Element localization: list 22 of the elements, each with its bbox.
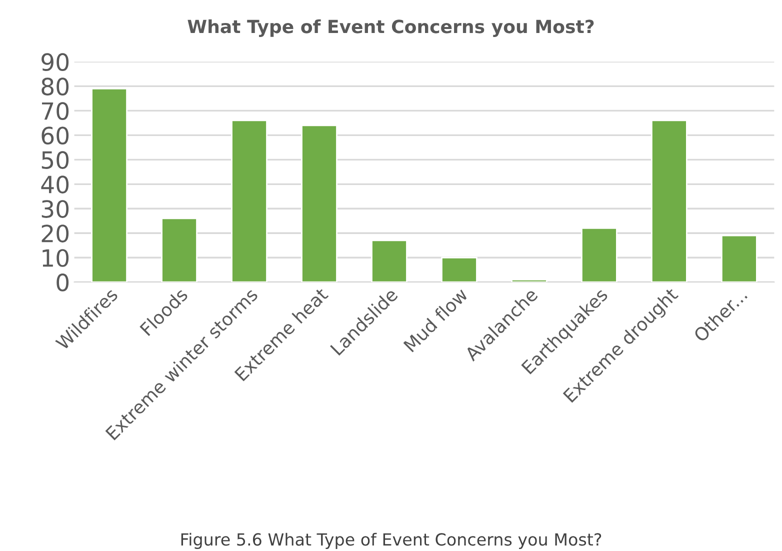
bar	[161, 218, 198, 282]
y-tick-label: 0	[56, 274, 69, 292]
chart-title: What Type of Event Concerns you Most?	[188, 19, 594, 37]
y-tick-label: 10	[42, 249, 69, 267]
bar	[301, 124, 338, 282]
bar	[511, 278, 548, 282]
bar	[231, 120, 268, 282]
y-tick-label: 60	[42, 126, 69, 144]
y-tick-label: 30	[42, 200, 69, 218]
y-tick-label: 80	[42, 78, 69, 96]
y-tick-label: 50	[42, 151, 69, 169]
y-tick-label: 70	[42, 102, 69, 120]
y-tick-label: 90	[42, 53, 69, 72]
y-tick-label: 40	[41, 176, 69, 194]
bar	[720, 234, 758, 282]
bar	[371, 240, 408, 282]
y-tick-label: 20	[42, 224, 69, 242]
caption: Figure 5.6 What Type of Event Concerns you Most?	[181, 532, 602, 549]
bar	[91, 88, 128, 282]
bar	[581, 228, 618, 282]
bar	[651, 120, 688, 282]
bar	[441, 256, 478, 282]
